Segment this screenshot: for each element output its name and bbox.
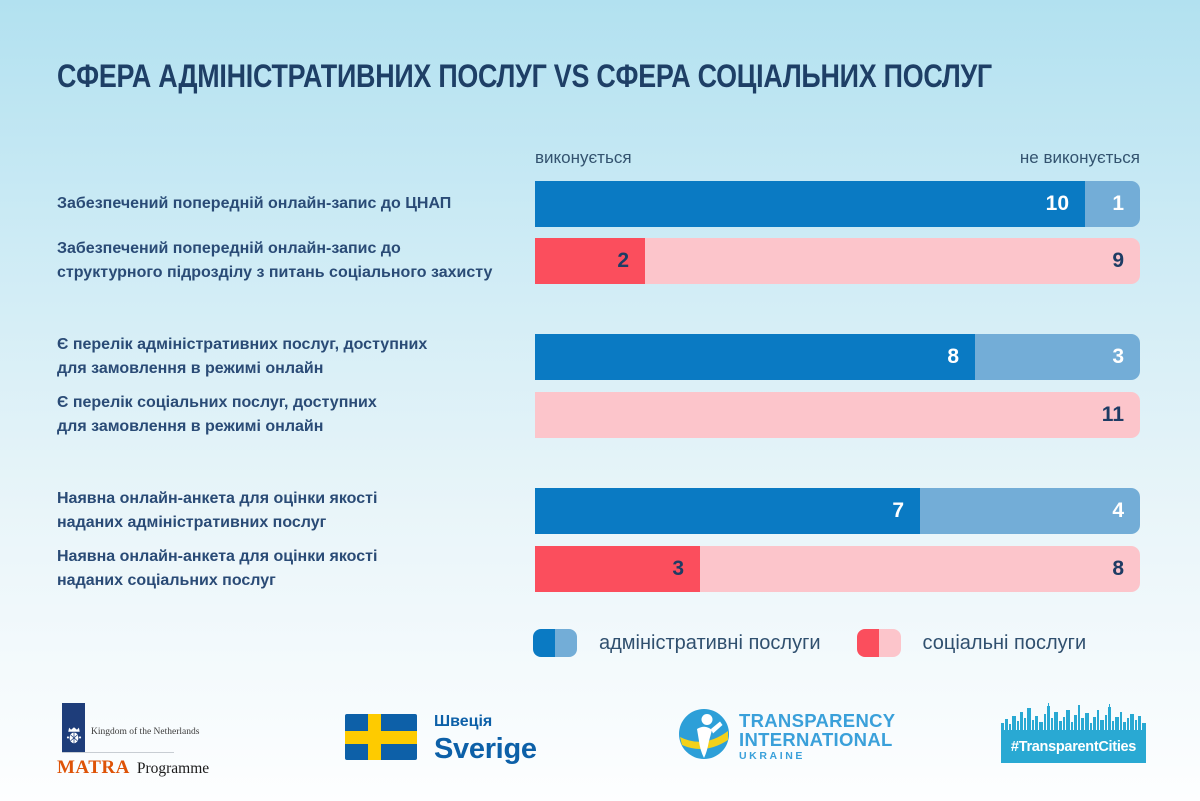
chart-group: Забезпечений попередній онлайн-запис до … [57, 181, 1140, 285]
column-header-not-done: не виконується [1019, 148, 1140, 167]
bar-value: 3 [672, 557, 684, 580]
netherlands-divider [62, 752, 174, 753]
sweden-logo: Швеція Sverige [345, 712, 537, 766]
row-label: Наявна онлайн-анкета для оцінки якості на… [57, 548, 378, 589]
bar-segment-not-done: 4 [920, 488, 1140, 534]
stacked-bar-chart: виконується не виконується Забезпечений … [57, 148, 1140, 641]
bar-segment-done: 2 [535, 238, 645, 284]
netherlands-matra-logo: Kingdom of the Netherlands MATRA Programm… [57, 698, 247, 778]
row-label: Є перелік соціальних послуг, доступних дл… [57, 394, 377, 435]
ti-line3: UKRAINE [739, 750, 806, 763]
bar-value: 9 [1112, 249, 1124, 272]
city-skyline-icon [1001, 703, 1146, 730]
sweden-name-uk: Швеція [434, 713, 493, 730]
bar-value: 3 [1112, 345, 1124, 368]
chart-groups: Забезпечений попередній онлайн-запис до … [57, 181, 1140, 593]
netherlands-ribbon [62, 703, 85, 752]
bar-value: 4 [1112, 499, 1124, 522]
transparent-cities-logo: #TransparentCities [1001, 703, 1146, 763]
bar-value: 7 [892, 499, 904, 522]
ti-wordmark: TRANSPARENCY INTERNATIONAL UKRAINE [739, 709, 896, 763]
chart-row: Наявна онлайн-анкета для оцінки якості на… [57, 545, 1140, 593]
bar-segment-not-done: 9 [645, 238, 1140, 284]
chart-row: Є перелік соціальних послуг, доступних дл… [57, 391, 1140, 439]
chart-legend: адміністративні послуги соціальні послуг… [533, 629, 1086, 657]
bar-value: 10 [1045, 192, 1069, 215]
legend-label-admin: адміністративні послуги [599, 631, 821, 654]
stacked-bar: 11 [535, 392, 1140, 438]
chart-row: Забезпечений попередній онлайн-запис до с… [57, 237, 1140, 285]
bar-segment-not-done: 1 [1085, 181, 1140, 227]
netherlands-kingdom-label: Kingdom of the Netherlands [91, 727, 200, 737]
netherlands-crest-icon [66, 726, 82, 749]
bar-segment-not-done: 11 [535, 392, 1140, 438]
bar-value: 8 [1112, 557, 1124, 580]
row-label: Забезпечений попередній онлайн-запис до с… [57, 240, 493, 281]
stacked-bar: 10 1 [535, 181, 1140, 227]
ti-line2: INTERNATIONAL [739, 729, 893, 751]
legend-item-social: соціальні послуги [856, 629, 1087, 657]
chart-group: Наявна онлайн-анкета для оцінки якості на… [57, 487, 1140, 593]
chart-row: Є перелік адміністративних послуг, досту… [57, 333, 1140, 381]
programme-label: Programme [136, 760, 210, 777]
sweden-wordmark: Швеція Sverige [434, 712, 537, 766]
legend-label-social: соціальні послуги [922, 631, 1087, 654]
chart-row: Забезпечений попередній онлайн-запис до … [57, 181, 1140, 227]
sweden-name-sv: Sverige [434, 733, 537, 765]
transparent-cities-label: #TransparentCities [1001, 730, 1146, 763]
chart-row: Наявна онлайн-анкета для оцінки якості на… [57, 487, 1140, 535]
page-title: СФЕРА АДМІНІСТРАТИВНИХ ПОСЛУГ VS СФЕРА С… [57, 58, 992, 94]
sweden-flag-icon [345, 714, 417, 760]
bar-segment-not-done: 3 [975, 334, 1140, 380]
ti-globe-icon [678, 708, 730, 765]
row-label: Наявна онлайн-анкета для оцінки якості на… [57, 490, 378, 531]
matra-label: MATRA [57, 757, 130, 778]
bar-segment-done: 7 [535, 488, 920, 534]
bar-value: 8 [947, 345, 959, 368]
bar-value: 11 [1101, 403, 1124, 426]
bar-value: 1 [1112, 192, 1124, 215]
column-header-done: виконується [535, 148, 632, 167]
row-label: Забезпечений попередній онлайн-запис до … [57, 195, 452, 212]
matra-programme-label: MATRA Programme [57, 757, 209, 779]
ti-line1: TRANSPARENCY [739, 709, 896, 731]
bar-segment-done: 3 [535, 546, 700, 592]
row-label: Є перелік адміністративних послуг, досту… [57, 336, 428, 377]
transparency-international-logo: TRANSPARENCY INTERNATIONAL UKRAINE [678, 708, 895, 765]
legend-item-admin: адміністративні послуги [533, 629, 821, 657]
legend-swatch-admin [533, 629, 577, 657]
legend-swatch-social [856, 629, 901, 657]
bar-segment-not-done: 8 [700, 546, 1140, 592]
bar-segment-done: 8 [535, 334, 975, 380]
column-headers: виконується не виконується [535, 148, 1140, 168]
bar-value: 2 [617, 249, 629, 272]
chart-group: Є перелік адміністративних послуг, досту… [57, 333, 1140, 439]
bar-segment-done: 10 [535, 181, 1085, 227]
